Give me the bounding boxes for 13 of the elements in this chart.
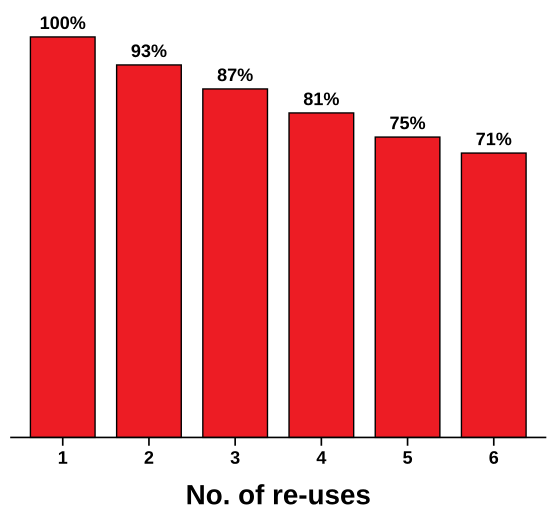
- x-axis-title: No. of re-uses: [188, 484, 370, 505]
- x-tick-label: 2: [144, 451, 154, 464]
- data-label: 71%: [476, 132, 512, 146]
- x-tick-label: 3: [230, 451, 240, 464]
- data-label: 93%: [132, 44, 167, 58]
- x-tick-label: 5: [403, 451, 412, 464]
- data-label: 81%: [304, 92, 339, 106]
- x-tick-label: 4: [316, 451, 326, 464]
- x-tick-label: 6: [489, 451, 498, 464]
- x-tick-label: 1: [58, 451, 68, 464]
- data-label: 87%: [218, 68, 253, 82]
- data-label: 100%: [40, 16, 86, 30]
- data-label: 75%: [390, 116, 426, 130]
